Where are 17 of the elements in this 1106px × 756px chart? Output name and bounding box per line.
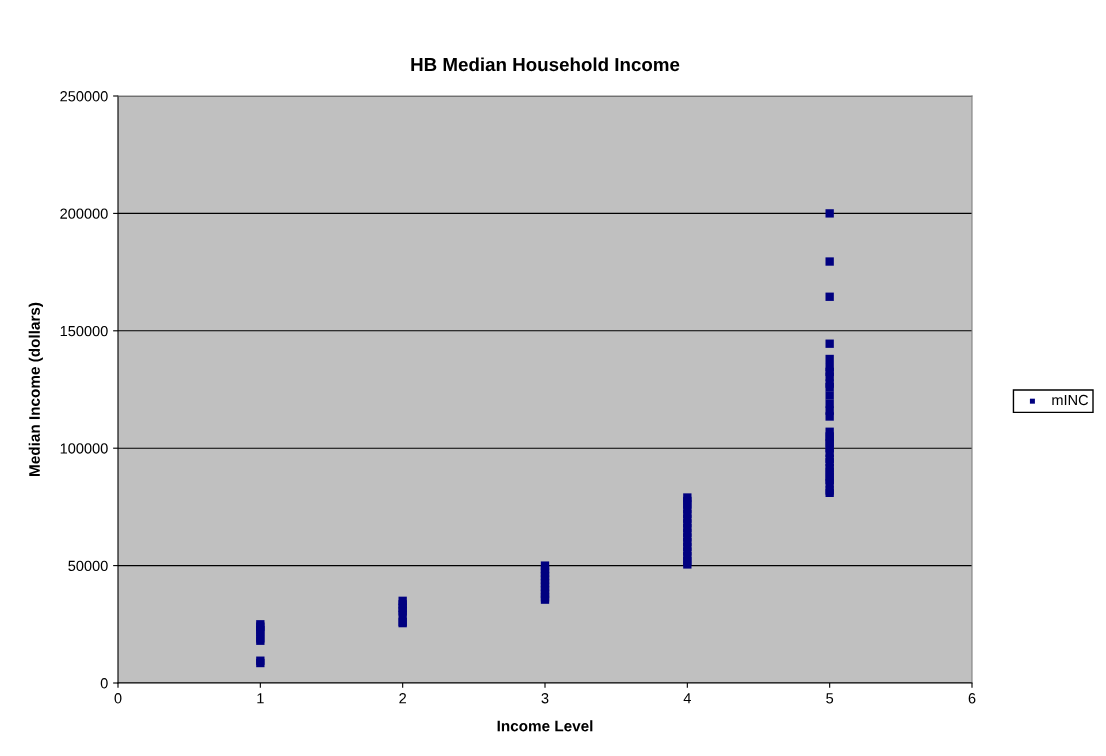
x-tick-label: 0	[114, 693, 122, 704]
y-tick-label: 150000	[60, 325, 108, 337]
y-tick-label: 50000	[68, 560, 108, 572]
y-tick-label: 250000	[60, 91, 108, 102]
y-tick-label: 200000	[60, 208, 108, 219]
x-tick-label: 4	[683, 693, 691, 704]
y-tick-label: 0	[100, 678, 108, 689]
y-axis-title: Median Income (dollars)	[28, 302, 43, 476]
x-tick-label: 3	[541, 693, 549, 704]
chart-title: HB Median Household Income	[411, 57, 680, 72]
x-tick-label: 1	[257, 693, 264, 704]
x-tick-label: 6	[968, 693, 976, 704]
legend-label: mINC	[1052, 394, 1089, 406]
x-axis-title: Income Level	[497, 720, 593, 732]
x-tick-label: 5	[826, 693, 834, 704]
x-tick-label: 2	[399, 693, 406, 704]
y-tick-label: 100000	[60, 443, 108, 454]
